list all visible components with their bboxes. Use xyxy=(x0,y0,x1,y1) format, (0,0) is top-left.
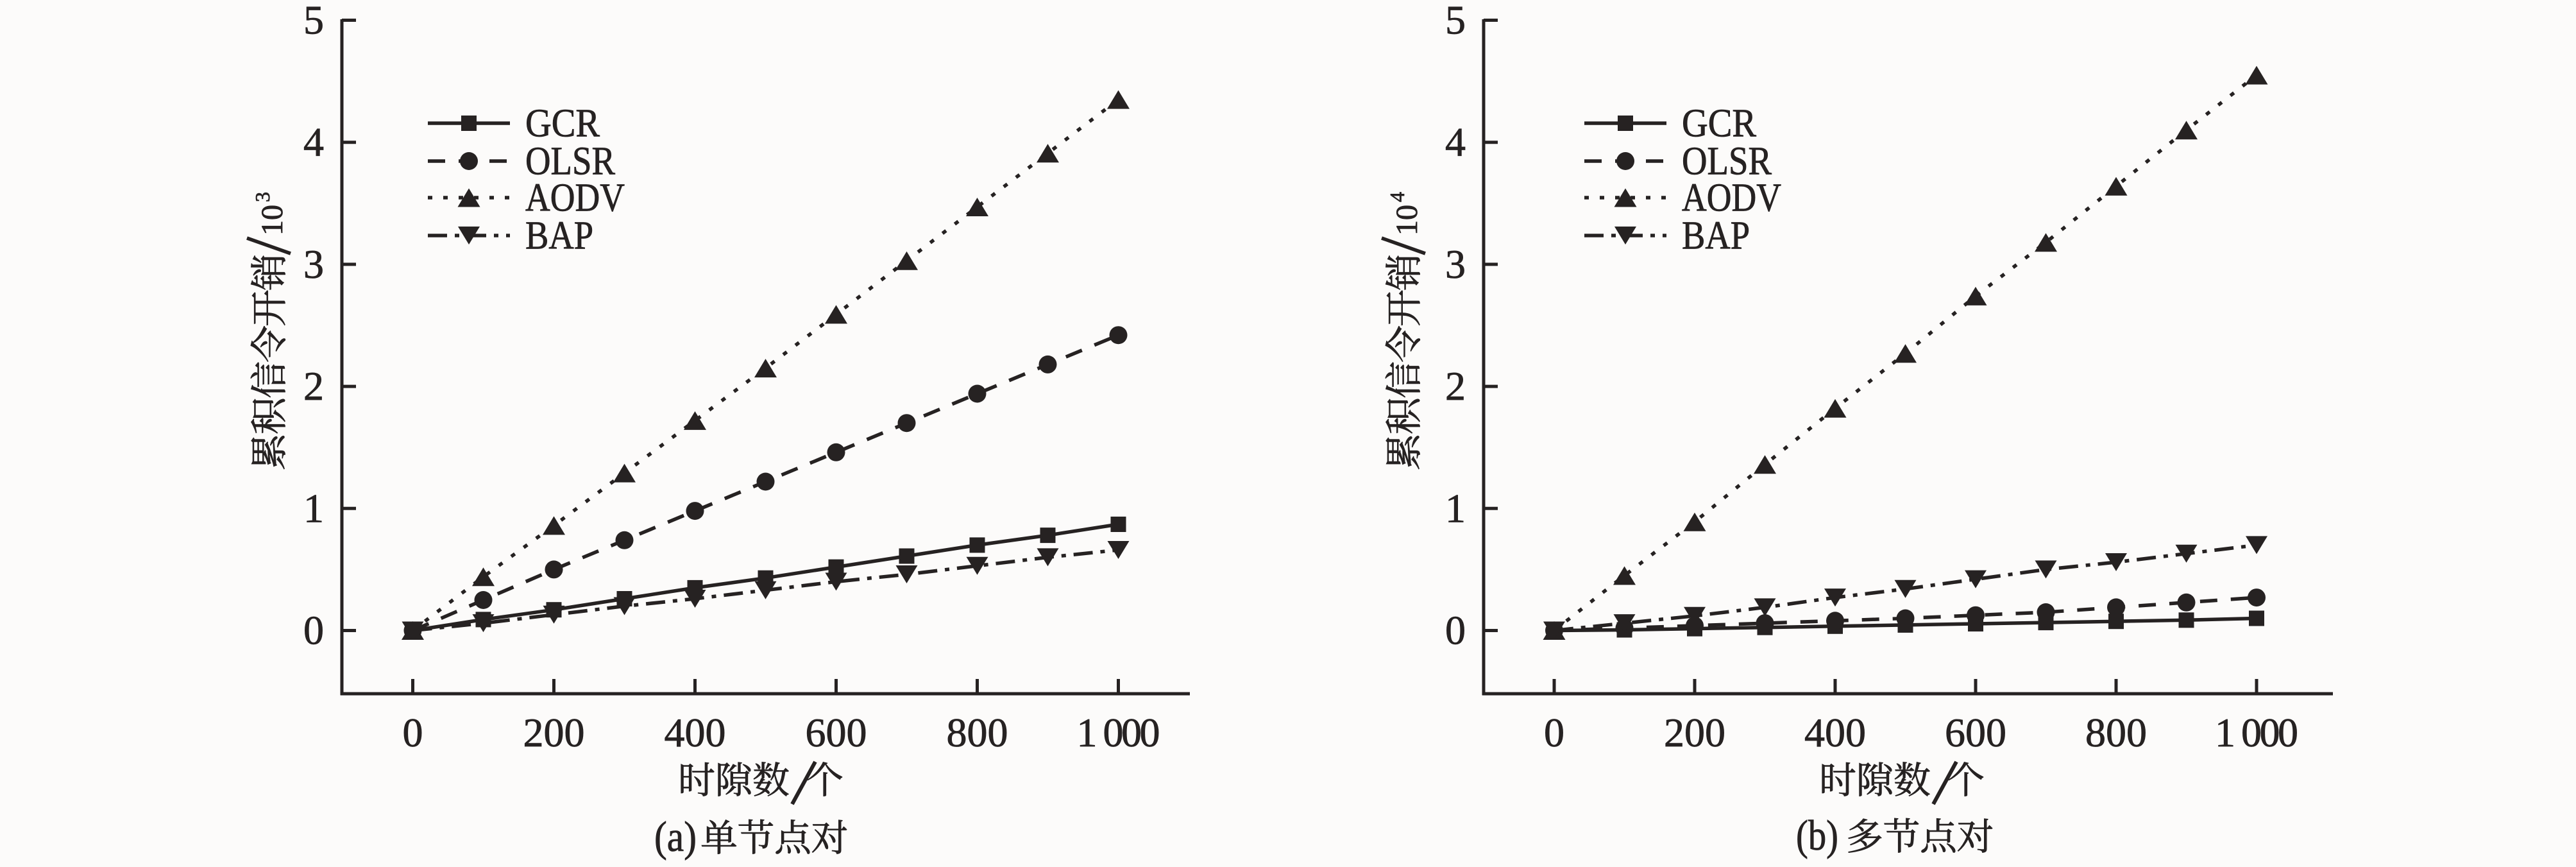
svg-text:0: 0 xyxy=(1544,710,1564,755)
svg-text:200: 200 xyxy=(523,710,585,755)
svg-text:2: 2 xyxy=(1445,363,1466,409)
svg-text:10: 10 xyxy=(1390,205,1424,236)
svg-text:3: 3 xyxy=(1445,241,1466,287)
svg-text:5: 5 xyxy=(303,0,324,43)
svg-text:GCR: GCR xyxy=(1682,102,1757,146)
svg-text:0: 0 xyxy=(403,710,423,755)
svg-text:600: 600 xyxy=(1945,710,2006,755)
svg-text:1: 1 xyxy=(1445,485,1466,531)
svg-text:400: 400 xyxy=(1804,710,1866,755)
svg-text:4: 4 xyxy=(1445,119,1466,165)
svg-text:4: 4 xyxy=(303,119,324,165)
svg-text:GCR: GCR xyxy=(525,102,600,146)
svg-text:OLSR: OLSR xyxy=(1682,140,1772,184)
svg-text:BAP: BAP xyxy=(525,214,593,258)
svg-text:1 000: 1 000 xyxy=(1077,710,1160,755)
svg-text:OLSR: OLSR xyxy=(525,140,616,184)
svg-text:200: 200 xyxy=(1664,710,1725,755)
svg-text:800: 800 xyxy=(947,710,1008,755)
svg-text:1: 1 xyxy=(303,485,324,531)
svg-text:BAP: BAP xyxy=(1682,214,1750,258)
svg-text:400: 400 xyxy=(665,710,726,755)
svg-text:0: 0 xyxy=(303,608,324,653)
svg-text:AODV: AODV xyxy=(1682,176,1781,220)
svg-text:10: 10 xyxy=(255,205,289,236)
svg-text:600: 600 xyxy=(806,710,867,755)
svg-text:4: 4 xyxy=(1385,192,1409,202)
svg-text:AODV: AODV xyxy=(525,176,625,220)
svg-text:800: 800 xyxy=(2085,710,2147,755)
svg-text:3: 3 xyxy=(251,192,274,202)
svg-text:1 000: 1 000 xyxy=(2215,710,2298,755)
svg-text:0: 0 xyxy=(1445,608,1466,653)
svg-text:2: 2 xyxy=(303,363,324,409)
svg-text:(b): (b) xyxy=(1796,812,1838,859)
svg-text:5: 5 xyxy=(1445,0,1466,43)
svg-text:(a): (a) xyxy=(654,813,697,861)
svg-text:3: 3 xyxy=(303,241,324,287)
